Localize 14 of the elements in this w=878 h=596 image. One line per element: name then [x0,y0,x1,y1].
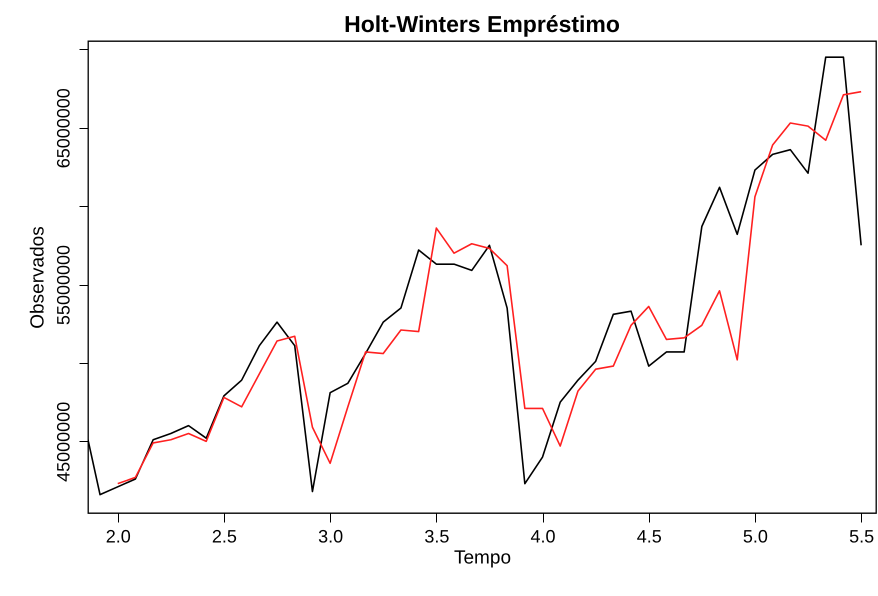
x-tick-label: 4.0 [530,526,556,546]
y-tick-label: 55000000 [54,244,74,326]
y-tick-label: 45000000 [54,402,74,482]
x-tick-label: 3.5 [424,526,450,546]
x-tick-label: 2.5 [212,526,237,546]
x-tick-label: 5.5 [849,526,874,546]
chart-title: Holt-Winters Empréstimo [344,11,620,37]
x-tick-label: 3.0 [318,526,344,546]
x-tick-label: 2.0 [106,526,131,546]
y-tick-label: 65000000 [54,88,74,168]
y-axis-title: Observados [28,226,48,329]
x-axis-title: Tempo [454,548,512,568]
x-tick-label: 4.5 [636,526,662,546]
x-tick-label: 5.0 [742,526,768,546]
